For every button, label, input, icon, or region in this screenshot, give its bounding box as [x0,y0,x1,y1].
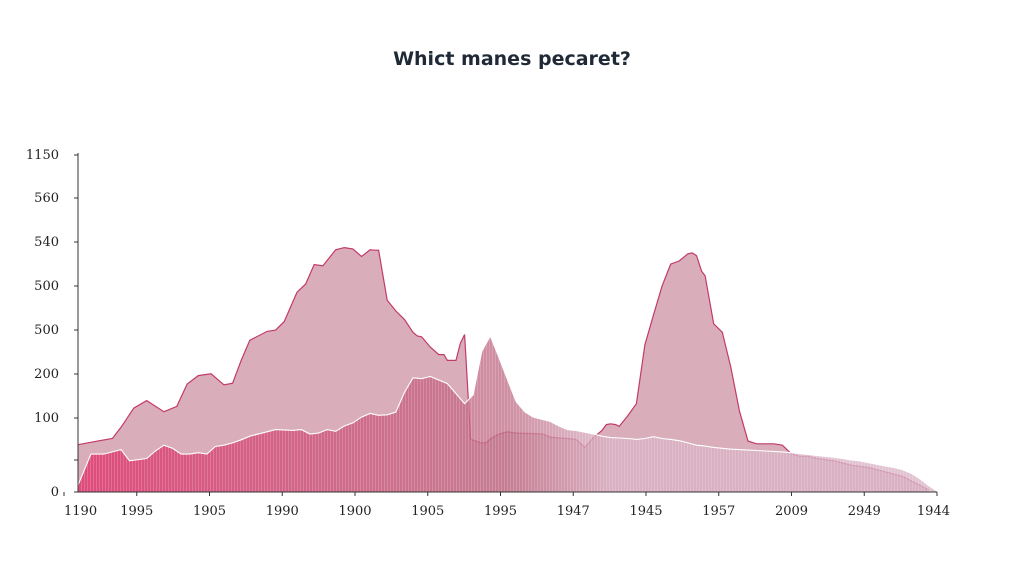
x-tick-label: 2009 [775,504,808,519]
series-areas [77,246,938,492]
x-tick-label: 1190 [64,504,97,519]
x-tick-label: 1995 [120,504,153,519]
y-tick-label: 200 [34,367,59,382]
x-tick-label: 1957 [702,504,735,519]
series-2-hatch [78,335,937,492]
x-tick-label: 1995 [484,504,517,519]
x-tick-label: 1900 [338,504,371,519]
x-tick-label: 1947 [557,504,590,519]
axes [77,153,937,493]
y-tick-label: 500 [34,279,59,294]
y-tick-label: 540 [34,235,59,250]
x-tick-labels: 1190 1995 1905 1990 1900 1905 1995 1947 1945 1957… [63,492,950,519]
x-tick-label: 1905 [193,504,226,519]
series-2-line [77,334,938,492]
x-tick-label: 1905 [411,504,444,519]
x-tick-label: 2949 [848,504,881,519]
y-tick-label: 1150 [26,148,59,163]
y-tick-label: 500 [34,323,59,338]
y-tick-labels: 1150 560 540 500 500 200 100 0 [26,148,78,500]
x-tick-label: 1944 [917,504,950,519]
y-tick-label: 100 [34,411,59,426]
y-tick-label: 560 [34,191,59,206]
x-tick-label: 1945 [629,504,662,519]
chart-title: Whict manes pecaret? [393,48,631,70]
x-tick-label: 1990 [266,504,299,519]
y-tick-label: 0 [51,485,59,500]
